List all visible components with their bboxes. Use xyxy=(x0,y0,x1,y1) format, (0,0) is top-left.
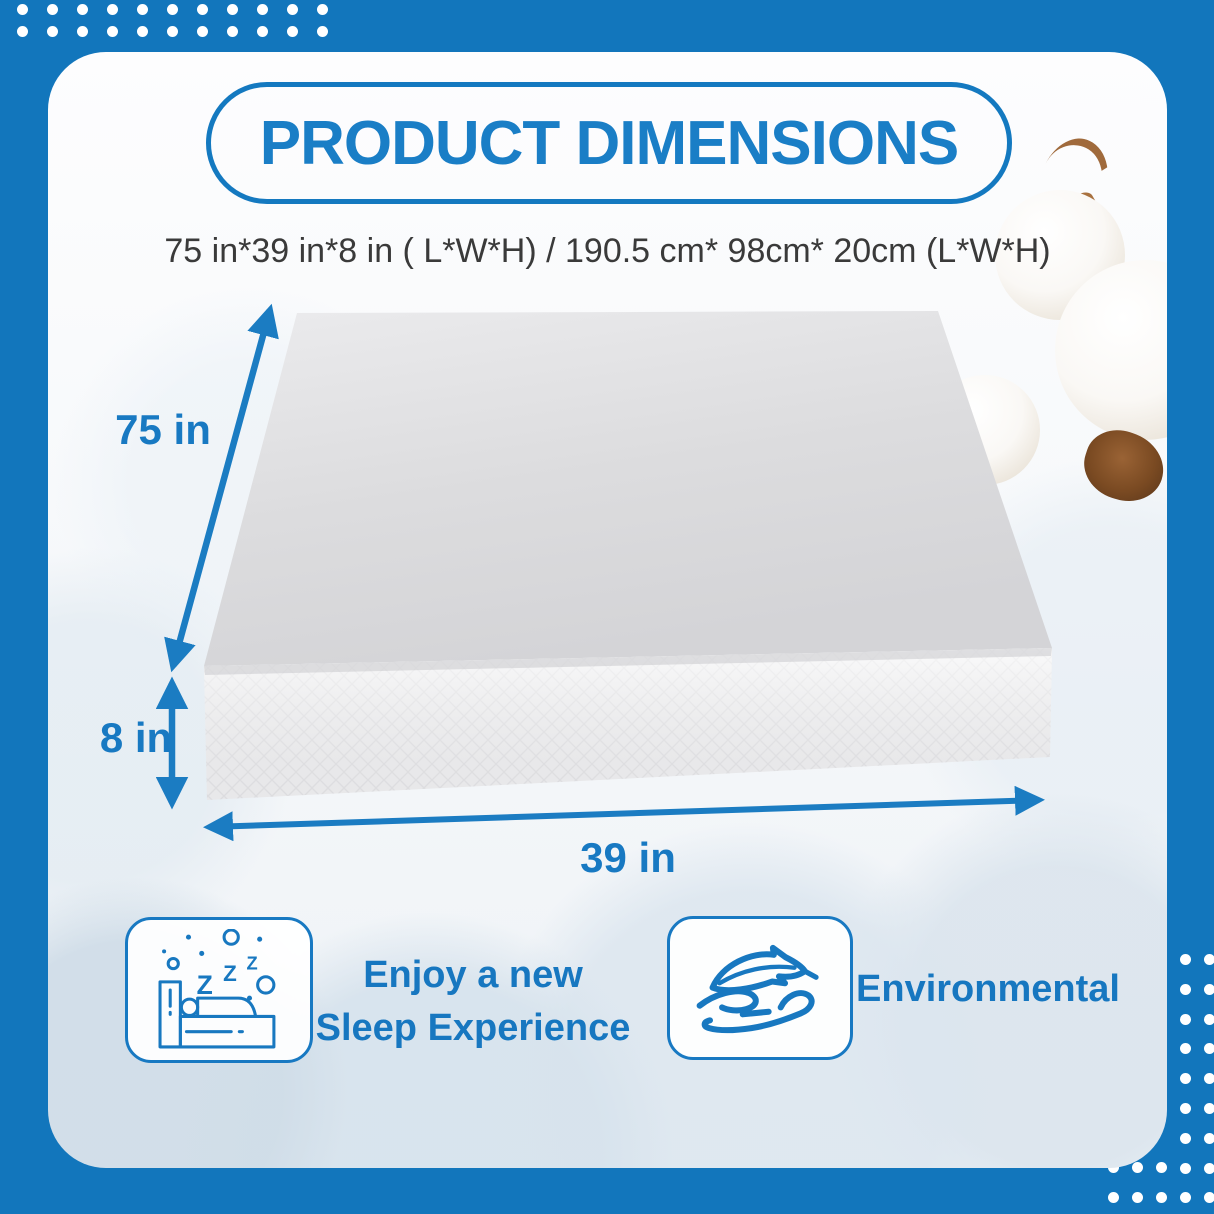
content-panel: PRODUCT DIMENSIONS 75 in*39 in*8 in ( L*… xyxy=(48,52,1167,1168)
length-arrow xyxy=(164,303,279,673)
svg-text:Z: Z xyxy=(246,953,257,974)
sleep-feature-line2: Sleep Experience xyxy=(315,1007,631,1049)
height-label: 8 in xyxy=(99,714,173,761)
sleeping-person-icon: Z Z Z xyxy=(158,929,276,1049)
dimensions-spec-text: 75 in*39 in*8 in ( L*W*H) / 190.5 cm* 98… xyxy=(164,232,1051,270)
width-arrow xyxy=(203,785,1045,842)
length-label: 75 in xyxy=(115,406,211,453)
svg-text:Z: Z xyxy=(223,961,237,986)
page-title: PRODUCT DIMENSIONS xyxy=(259,108,959,178)
title-badge: PRODUCT DIMENSIONS xyxy=(206,82,1012,204)
width-label: 39 in xyxy=(580,834,676,881)
mattress-illustration xyxy=(155,303,1052,842)
feather-hand-icon xyxy=(696,944,819,1034)
sleep-feature-text: Enjoy a new Sleep Experience xyxy=(303,949,643,1055)
mattress-top-face xyxy=(204,311,1052,666)
environmental-feature-line1: Environmental xyxy=(856,968,1120,1010)
environmental-feature-text: Environmental xyxy=(823,967,1153,1011)
sleep-feature-card: Z Z Z xyxy=(125,917,313,1063)
environmental-feature-card xyxy=(667,916,853,1060)
svg-text:Z: Z xyxy=(197,970,213,1000)
sleep-feature-line1: Enjoy a new xyxy=(363,954,583,996)
